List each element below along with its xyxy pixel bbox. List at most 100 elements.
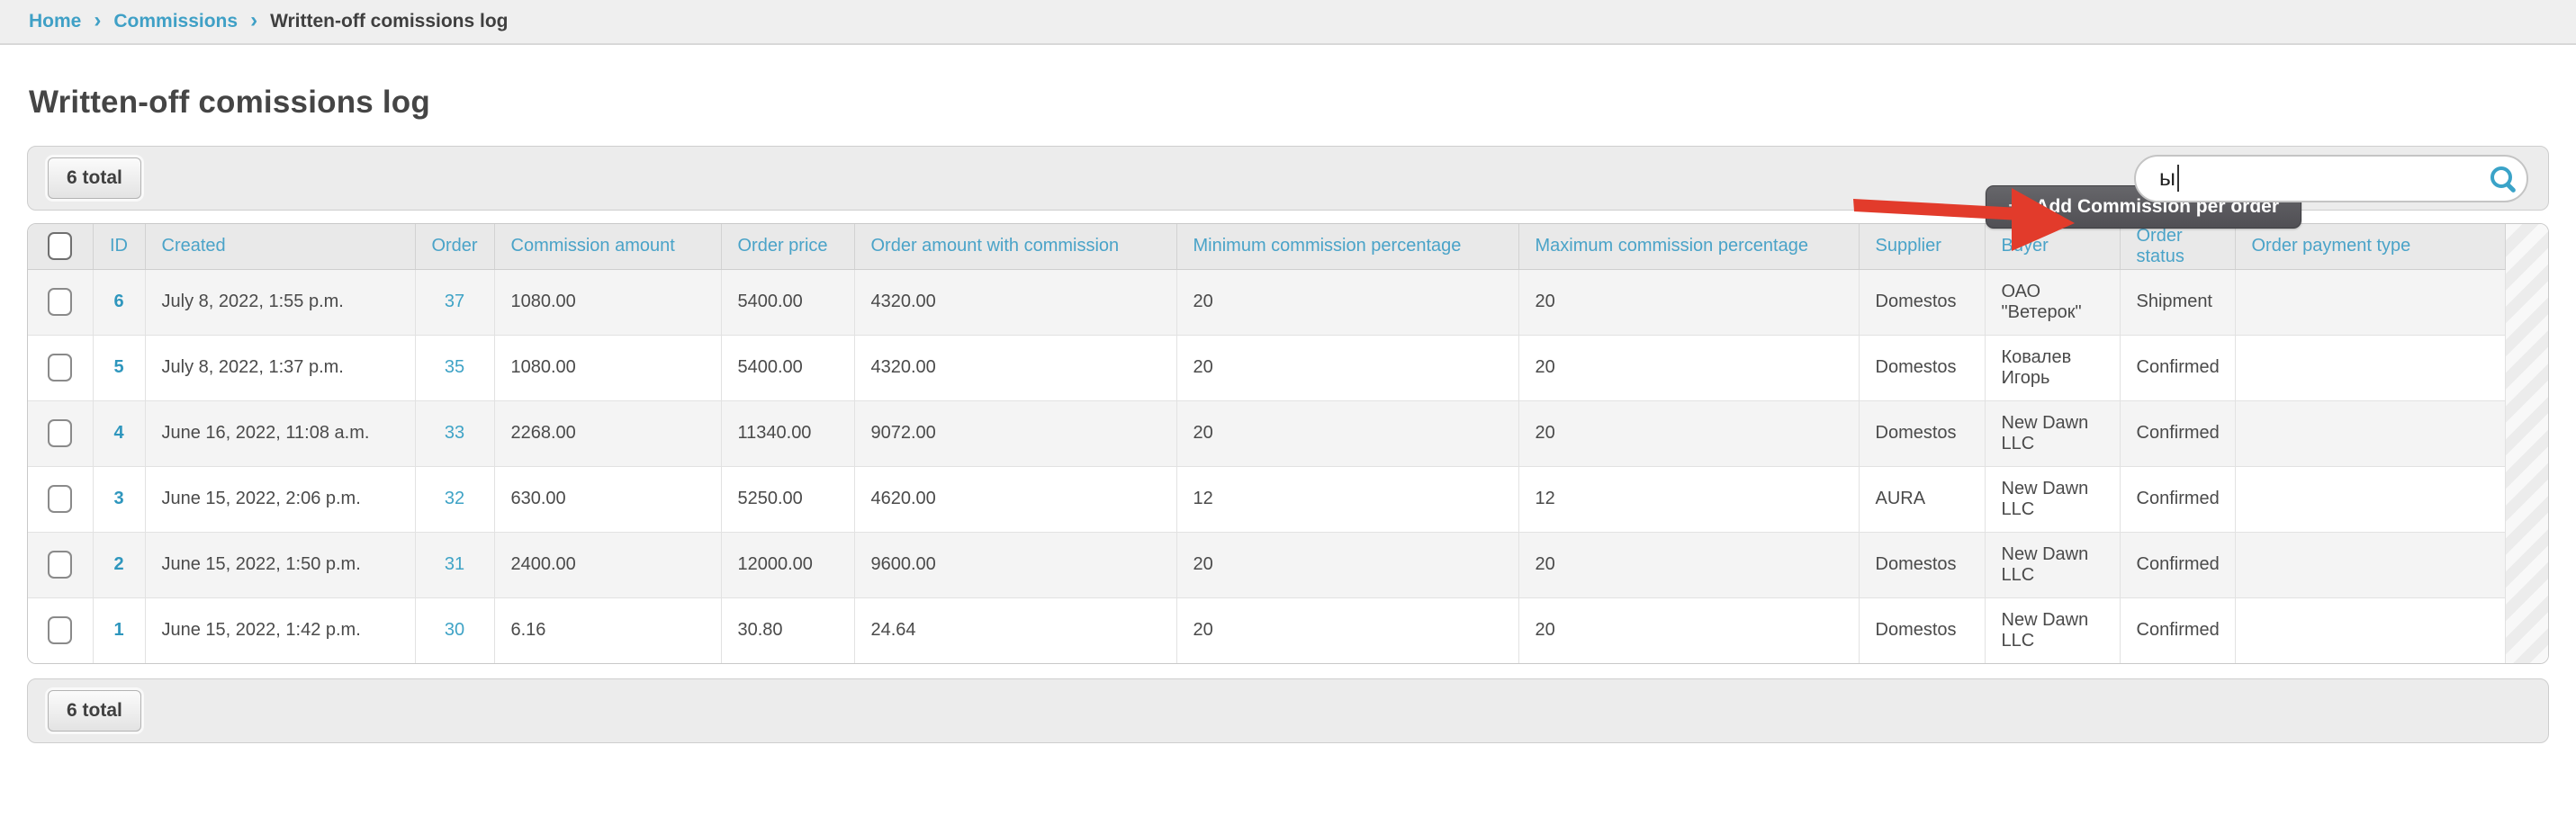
table-filler-stripes — [2505, 224, 2548, 663]
created-cell: June 16, 2022, 11:08 a.m. — [145, 400, 416, 467]
order-link[interactable]: 30 — [444, 620, 465, 641]
order-payment-type-cell — [2235, 597, 2506, 663]
column-header-commission-amount[interactable]: Commission amount — [494, 224, 722, 270]
order-amount-with-commission-cell: 4320.00 — [854, 269, 1177, 336]
created-cell: July 8, 2022, 1:37 p.m. — [145, 335, 416, 401]
buyer-cell: New Dawn LLC — [1985, 400, 2121, 467]
min-commission-percentage-cell: 20 — [1176, 597, 1519, 663]
order-status-cell: Confirmed — [2120, 466, 2236, 533]
buyer-cell: New Dawn LLC — [1985, 466, 2121, 533]
column-header-max-commission-percentage[interactable]: Maximum commission percentage — [1518, 224, 1860, 270]
created-cell: July 8, 2022, 1:55 p.m. — [145, 269, 416, 336]
row-checkbox[interactable] — [48, 551, 73, 579]
order-price-cell: 5400.00 — [721, 269, 855, 336]
order-amount-with-commission-cell: 9072.00 — [854, 400, 1177, 467]
commission-amount-cell: 630.00 — [494, 466, 722, 533]
supplier-cell: Domestos — [1859, 335, 1986, 401]
table-row: 5 July 8, 2022, 1:37 p.m. 35 1080.00 540… — [28, 335, 2506, 401]
chevron-right-icon: › — [250, 8, 258, 32]
supplier-cell: Domestos — [1859, 400, 1986, 467]
column-header-order-status[interactable]: Order status — [2120, 224, 2236, 270]
table-row: 4 June 16, 2022, 11:08 a.m. 33 2268.00 1… — [28, 400, 2506, 467]
text-caret — [2176, 165, 2179, 192]
column-header-supplier[interactable]: Supplier — [1859, 224, 1986, 270]
order-status-cell: Confirmed — [2120, 532, 2236, 598]
min-commission-percentage-cell: 20 — [1176, 269, 1519, 336]
supplier-cell: AURA — [1859, 466, 1986, 533]
row-id-link[interactable]: 1 — [113, 620, 124, 641]
order-status-cell: Confirmed — [2120, 597, 2236, 663]
column-header-buyer[interactable]: Buyer — [1985, 224, 2121, 270]
table-row: 1 June 15, 2022, 1:42 p.m. 30 6.16 30.80… — [28, 597, 2506, 663]
order-link[interactable]: 33 — [444, 423, 465, 443]
max-commission-percentage-cell: 20 — [1518, 532, 1860, 598]
table-row: 6 July 8, 2022, 1:55 p.m. 37 1080.00 540… — [28, 269, 2506, 336]
order-amount-with-commission-cell: 9600.00 — [854, 532, 1177, 598]
order-price-cell: 5400.00 — [721, 335, 855, 401]
row-id-link[interactable]: 6 — [113, 292, 124, 311]
search-icon[interactable] — [2490, 166, 2512, 188]
column-header-min-commission-percentage[interactable]: Minimum commission percentage — [1176, 224, 1519, 270]
row-checkbox[interactable] — [48, 288, 73, 316]
order-payment-type-cell — [2235, 466, 2506, 533]
column-header-order-payment-type[interactable]: Order payment type — [2235, 224, 2506, 270]
max-commission-percentage-cell: 20 — [1518, 597, 1860, 663]
column-header-order-price[interactable]: Order price — [721, 224, 855, 270]
commission-amount-cell: 2400.00 — [494, 532, 722, 598]
column-header-created[interactable]: Created — [145, 224, 416, 270]
row-checkbox[interactable] — [48, 419, 73, 447]
row-checkbox[interactable] — [48, 485, 73, 513]
buyer-cell: Ковалев Игорь — [1985, 335, 2121, 401]
order-price-cell: 30.80 — [721, 597, 855, 663]
total-count-badge: 6 total — [48, 690, 141, 732]
max-commission-percentage-cell: 20 — [1518, 269, 1860, 336]
supplier-cell: Domestos — [1859, 597, 1986, 663]
max-commission-percentage-cell: 20 — [1518, 400, 1860, 467]
min-commission-percentage-cell: 12 — [1176, 466, 1519, 533]
min-commission-percentage-cell: 20 — [1176, 532, 1519, 598]
chevron-right-icon: › — [94, 8, 102, 32]
supplier-cell: Domestos — [1859, 269, 1986, 336]
column-header-order-amount-with-commission[interactable]: Order amount with commission — [854, 224, 1177, 270]
bottom-toolbar: 6 total — [27, 678, 2549, 743]
order-payment-type-cell — [2235, 400, 2506, 467]
row-checkbox[interactable] — [48, 616, 73, 645]
main-content: Written-off comissions log + Add Commiss… — [0, 85, 2576, 743]
row-id-link[interactable]: 2 — [113, 554, 124, 574]
row-checkbox[interactable] — [48, 354, 73, 382]
commissions-table: ID Created Order Commission amount Order… — [27, 223, 2549, 664]
breadcrumb-current-page: Written-off comissions log — [270, 11, 509, 31]
created-cell: June 15, 2022, 1:50 p.m. — [145, 532, 416, 598]
commission-amount-cell: 6.16 — [494, 597, 722, 663]
row-id-link[interactable]: 4 — [113, 423, 124, 443]
breadcrumb-home-link[interactable]: Home — [29, 11, 82, 31]
buyer-cell: ОАО "Ветерок" — [1985, 269, 2121, 336]
search-input[interactable]: ы — [2134, 154, 2528, 202]
order-status-cell: Shipment — [2120, 269, 2236, 336]
min-commission-percentage-cell: 20 — [1176, 335, 1519, 401]
order-amount-with-commission-cell: 4620.00 — [854, 466, 1177, 533]
table-header-row: ID Created Order Commission amount Order… — [28, 224, 2506, 270]
commission-amount-cell: 1080.00 — [494, 335, 722, 401]
column-header-id[interactable]: ID — [93, 224, 146, 270]
created-cell: June 15, 2022, 1:42 p.m. — [145, 597, 416, 663]
breadcrumb-commissions-link[interactable]: Commissions — [113, 11, 239, 31]
order-link[interactable]: 35 — [444, 357, 465, 377]
table-row: 2 June 15, 2022, 1:50 p.m. 31 2400.00 12… — [28, 532, 2506, 598]
top-toolbar: 6 total ы — [27, 146, 2549, 211]
created-cell: June 15, 2022, 2:06 p.m. — [145, 466, 416, 533]
order-link[interactable]: 37 — [444, 292, 465, 311]
order-price-cell: 5250.00 — [721, 466, 855, 533]
max-commission-percentage-cell: 20 — [1518, 335, 1860, 401]
column-header-order[interactable]: Order — [415, 224, 495, 270]
row-id-link[interactable]: 3 — [113, 489, 124, 508]
order-link[interactable]: 31 — [444, 554, 465, 574]
order-price-cell: 11340.00 — [721, 400, 855, 467]
order-link[interactable]: 32 — [444, 489, 465, 508]
total-count-badge: 6 total — [48, 157, 141, 199]
select-all-checkbox[interactable] — [48, 232, 73, 261]
order-status-cell: Confirmed — [2120, 400, 2236, 467]
row-id-link[interactable]: 5 — [113, 357, 124, 377]
order-amount-with-commission-cell: 24.64 — [854, 597, 1177, 663]
buyer-cell: New Dawn LLC — [1985, 532, 2121, 598]
